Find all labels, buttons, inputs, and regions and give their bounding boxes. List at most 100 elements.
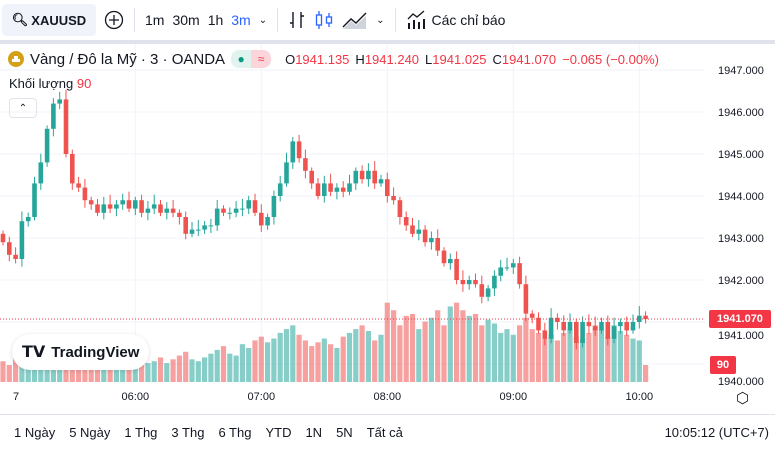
settings-gear-icon[interactable]: ⬡ [736,390,750,407]
volume-bar [466,315,472,382]
range-button[interactable]: 1 Ngày [14,425,56,440]
interval-dropdown[interactable]: ⌄ [255,4,271,36]
volume-bar [573,336,579,382]
candle [611,326,617,339]
volume-bar [183,351,189,382]
bar-chart-type-button[interactable] [284,4,310,36]
indicators-button[interactable]: Các chỉ báo [402,4,510,36]
interval-3m[interactable]: 3m [231,12,251,28]
volume-legend: Khối lượng 90 [9,76,91,91]
range-button[interactable]: Tất cả [366,425,403,440]
candle [441,250,447,264]
symbol-title[interactable]: Vàng / Đô la Mỹ · 3 · OANDA [30,50,226,68]
candle [624,322,629,331]
market-status-pill[interactable]: ● ≈ [231,50,272,68]
volume-bars [0,302,649,382]
tradingview-logo[interactable]: 𝗧𝗩 TradingView [12,334,150,370]
candle [574,322,579,343]
range-button[interactable]: 6 Thg [218,425,252,440]
volume-bar [302,340,308,382]
candle-chart-type-button[interactable] [310,4,338,36]
volume-bar [258,336,264,382]
candle [44,128,50,163]
volume-bar [636,340,642,382]
candle [605,322,611,339]
volume-bar [617,331,623,382]
price-chart[interactable]: 1947.000 1946.000 1945.000 1944.000 1943.000… [0,44,775,414]
volume-bar [378,334,384,382]
candle [347,183,352,192]
volume-bar [214,349,220,382]
candle [95,204,100,213]
time-axis[interactable]: 7 06:00 07:00 08:00 09:00 10:00 [13,391,653,403]
volume-bar [0,361,6,382]
price-tick-label: 1942.000 [718,275,764,287]
volume-bar [542,338,548,382]
collapse-legend-button[interactable]: ⌃ [9,98,37,118]
volume-bar [353,329,359,382]
clock[interactable]: 10:05:12 (UTC+7) [664,425,769,440]
candle [391,196,396,201]
range-button[interactable]: YTD [265,425,292,440]
candle [359,170,365,180]
time-tick-label: 10:00 [626,391,654,403]
volume-bar [403,315,409,382]
interval-30m[interactable]: 30m [172,12,200,28]
candle [214,208,220,226]
candle [252,200,258,213]
volume-bar [139,359,145,382]
volume-bar [233,355,239,382]
volume-bar [290,325,296,382]
volume-bar [611,325,617,382]
open-label: O [285,51,296,67]
price-axis[interactable]: 1947.000 1946.000 1945.000 1944.000 1943.000… [718,65,764,388]
candle [246,200,251,209]
volume-bar [246,348,252,382]
range-button[interactable]: 1 Thg [124,425,158,440]
indicators-label: Các chỉ báo [431,12,506,28]
candle [7,242,12,255]
candle [555,317,560,322]
candle [221,208,226,213]
indicators-icon [407,10,425,29]
range-button[interactable]: 3 Thg [171,425,205,440]
volume-bar [422,321,428,382]
candle [523,284,529,314]
price-tick-label: 1946.000 [718,107,764,119]
price-tick-label: 1947.000 [718,65,764,77]
area-chart-type-button[interactable] [338,4,372,36]
candle [422,229,428,243]
candle [511,263,516,268]
volume-bar [6,365,12,382]
interval-1m[interactable]: 1m [145,12,165,28]
range-button[interactable]: 5 Ngày [69,425,111,440]
top-toolbar: 🔍︎ XAUUSD 1m 30m 1h 3m ⌄ ⌄ Các chỉ báo [0,0,775,40]
candle [618,322,623,327]
volume-bar [567,329,573,382]
range-button[interactable]: 5N [336,425,353,440]
volume-bar [220,346,227,382]
close-value: 1941.070 [501,51,557,67]
divider [394,8,396,32]
volume-bar [384,302,390,382]
symbol-search-button[interactable]: 🔍︎ XAUUSD [2,4,96,36]
volume-bar [460,310,466,382]
candle [372,170,377,184]
volume-bar [561,332,567,382]
volume-bar [529,329,535,382]
candle [385,179,390,196]
volume-bar [19,359,25,382]
candle [517,263,522,285]
tv-logo-icon: 𝗧𝗩 [22,344,46,361]
compare-button[interactable] [100,4,128,36]
volume-bar [164,363,170,382]
logo-text: TradingView [51,343,140,361]
bars-icon [290,12,305,28]
interval-1h[interactable]: 1h [207,12,224,28]
range-button[interactable]: 1N [305,425,323,440]
candle [290,141,296,163]
candle [466,280,472,285]
volume-bar [296,334,302,382]
volume-bar [630,338,636,382]
chart-type-dropdown[interactable]: ⌄ [372,4,388,36]
